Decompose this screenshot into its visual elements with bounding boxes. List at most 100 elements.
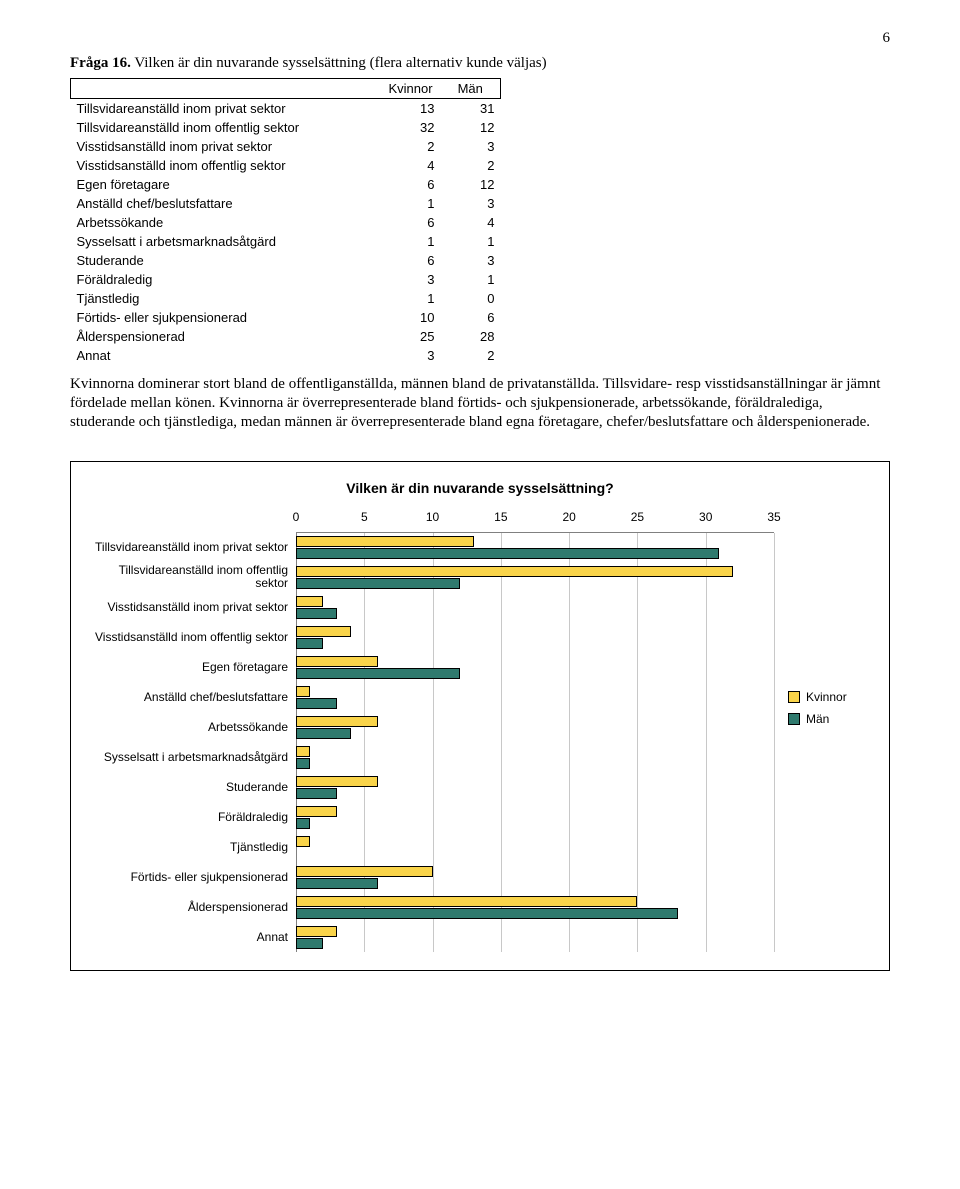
table-header-blank (71, 79, 381, 99)
table-row: Visstidsanställd inom offentlig sektor42 (71, 156, 501, 175)
chart-bar (296, 668, 460, 679)
chart-bar (296, 686, 310, 697)
chart-axis-ticks: 05101520253035 (296, 510, 774, 532)
table-row: Tillsvidareanställd inom privat sektor13… (71, 99, 501, 119)
cell-kvinnor: 32 (381, 118, 441, 137)
chart-bar (296, 758, 310, 769)
table-header-kvinnor: Kvinnor (381, 79, 441, 99)
chart-category-label: Förtids- eller sjukpensionerad (91, 862, 288, 892)
cell-kvinnor: 13 (381, 99, 441, 119)
legend-item: Kvinnor (788, 690, 869, 704)
row-label: Ålderspensionerad (71, 327, 381, 346)
cell-man: 4 (441, 213, 501, 232)
chart-category-label: Föräldraledig (91, 802, 288, 832)
axis-tick: 15 (494, 510, 507, 524)
chart-bar (296, 818, 310, 829)
chart-bar-group (296, 923, 774, 953)
cell-kvinnor: 25 (381, 327, 441, 346)
table-row: Studerande63 (71, 251, 501, 270)
cell-man: 1 (441, 270, 501, 289)
table-row: Visstidsanställd inom privat sektor23 (71, 137, 501, 156)
chart-title: Vilken är din nuvarande sysselsättning? (91, 480, 869, 496)
body-paragraph: Kvinnorna dominerar stort bland de offen… (70, 375, 890, 431)
chart-bar (296, 698, 337, 709)
cell-man: 6 (441, 308, 501, 327)
chart-bar-group (296, 653, 774, 683)
chart-category-label: Tillsvidareanställd inom privat sektor (91, 532, 288, 562)
legend-swatch (788, 691, 800, 703)
question-text: Vilken är din nuvarande sysselsättning (… (134, 55, 546, 71)
axis-tick: 20 (562, 510, 575, 524)
chart-category-label: Annat (91, 922, 288, 952)
chart-bar-group (296, 713, 774, 743)
chart-bar (296, 938, 323, 949)
chart-bar (296, 866, 433, 877)
chart-category-label: Ålderspensionerad (91, 892, 288, 922)
legend-label: Män (806, 712, 829, 726)
row-label: Förtids- eller sjukpensionerad (71, 308, 381, 327)
table-row: Anställd chef/beslutsfattare13 (71, 194, 501, 213)
chart-category-label: Anställd chef/beslutsfattare (91, 682, 288, 712)
chart-bar (296, 908, 678, 919)
axis-tick: 10 (426, 510, 439, 524)
chart-bar (296, 578, 460, 589)
table-row: Sysselsatt i arbetsmarknadsåtgärd11 (71, 232, 501, 251)
chart-legend: Kvinnor Män (774, 510, 869, 734)
row-label: Egen företagare (71, 175, 381, 194)
cell-man: 2 (441, 346, 501, 365)
table-row: Föräldraledig31 (71, 270, 501, 289)
question-label: Fråga 16. (70, 55, 131, 71)
chart-bar (296, 716, 378, 727)
chart-category-label: Visstidsanställd inom offentlig sektor (91, 622, 288, 652)
cell-man: 1 (441, 232, 501, 251)
cell-man: 0 (441, 289, 501, 308)
table-row: Tillsvidareanställd inom offentlig sekto… (71, 118, 501, 137)
chart-plot-area (296, 532, 774, 952)
cell-kvinnor: 2 (381, 137, 441, 156)
chart-bar (296, 608, 337, 619)
cell-man: 3 (441, 194, 501, 213)
chart-category-label: Visstidsanställd inom privat sektor (91, 592, 288, 622)
legend-item: Män (788, 712, 869, 726)
cell-man: 12 (441, 175, 501, 194)
chart-category-label: Studerande (91, 772, 288, 802)
chart-bar (296, 878, 378, 889)
cell-kvinnor: 4 (381, 156, 441, 175)
row-label: Tjänstledig (71, 289, 381, 308)
axis-tick: 5 (361, 510, 368, 524)
cell-kvinnor: 6 (381, 251, 441, 270)
cell-man: 2 (441, 156, 501, 175)
chart-bar (296, 806, 337, 817)
table-row: Förtids- eller sjukpensionerad106 (71, 308, 501, 327)
chart-bar (296, 566, 733, 577)
chart-bar (296, 548, 719, 559)
chart-category-label: Arbetssökande (91, 712, 288, 742)
table-row: Ålderspensionerad2528 (71, 327, 501, 346)
row-label: Annat (71, 346, 381, 365)
chart-bar-group (296, 593, 774, 623)
axis-tick: 0 (293, 510, 300, 524)
row-label: Studerande (71, 251, 381, 270)
axis-tick: 30 (699, 510, 712, 524)
chart-bar (296, 596, 323, 607)
chart-bar (296, 536, 474, 547)
cell-kvinnor: 3 (381, 346, 441, 365)
chart-bar (296, 836, 310, 847)
cell-kvinnor: 6 (381, 175, 441, 194)
chart-category-label: Egen företagare (91, 652, 288, 682)
cell-man: 28 (441, 327, 501, 346)
chart-bar (296, 626, 351, 637)
chart-bar-group (296, 623, 774, 653)
chart-bar (296, 776, 378, 787)
chart-bar (296, 728, 351, 739)
row-label: Visstidsanställd inom offentlig sektor (71, 156, 381, 175)
question-title: Fråga 16. Vilken är din nuvarande syssel… (70, 55, 890, 72)
chart-bar (296, 638, 323, 649)
chart-bar-group (296, 683, 774, 713)
row-label: Anställd chef/beslutsfattare (71, 194, 381, 213)
chart-bar-group (296, 833, 774, 863)
table-header-man: Män (441, 79, 501, 99)
axis-tick: 35 (767, 510, 780, 524)
chart-bar-group (296, 893, 774, 923)
table-row: Egen företagare612 (71, 175, 501, 194)
